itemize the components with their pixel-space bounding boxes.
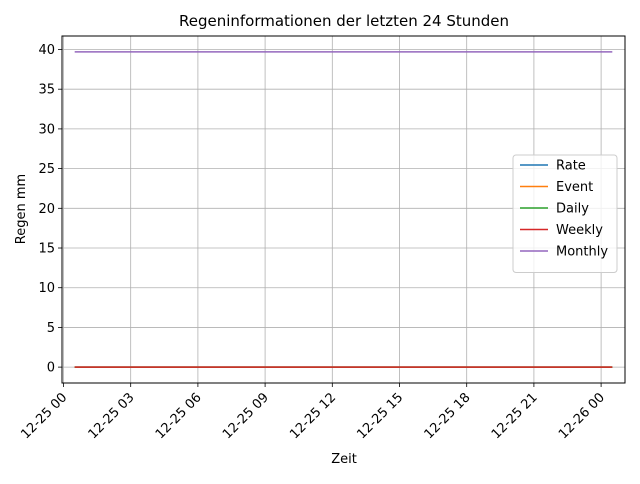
legend-label: Monthly (556, 245, 608, 260)
legend-label: Weekly (556, 223, 603, 238)
y-tick-label: 40 (38, 43, 55, 58)
x-tick-label: 12-25 03 (86, 390, 138, 442)
legend: Rate Event Daily Weekly Monthly (512, 154, 618, 273)
chart-title: Regeninformationen der letzten 24 Stunde… (179, 12, 509, 30)
legend-label: Event (556, 180, 593, 195)
y-tick-label: 10 (38, 281, 55, 296)
x-axis: 12-25 00 12-25 03 12-25 06 12-25 09 12-25 12… (18, 383, 608, 442)
x-axis-label: Zeit (331, 452, 357, 467)
y-tick-label: 15 (38, 242, 55, 257)
legend-box (512, 154, 618, 273)
x-tick-label: 12-25 00 (18, 390, 70, 442)
plot-frame (61, 35, 626, 384)
legend-label: Daily (556, 202, 589, 217)
y-tick-label: 20 (38, 202, 55, 217)
y-axis-label: Regen mm (14, 174, 29, 244)
y-tick-label: 30 (38, 122, 55, 137)
y-tick-label: 35 (38, 83, 55, 98)
x-tick-label: 12-26 00 (556, 390, 608, 442)
y-axis: 0 5 10 15 20 25 30 35 40 (38, 43, 62, 376)
x-tick-label: 12-25 09 (220, 390, 272, 442)
x-tick-label: 12-25 12 (287, 390, 339, 442)
y-tick-label: 5 (47, 321, 55, 336)
series-lines (74, 51, 613, 368)
y-tick-label: 25 (38, 162, 55, 177)
x-tick-label: 12-25 18 (422, 390, 474, 442)
x-tick-label: 12-25 06 (153, 390, 205, 442)
legend-label: Rate (556, 159, 586, 174)
x-tick-label: 12-25 15 (354, 390, 406, 442)
x-tick-label: 12-25 21 (489, 390, 541, 442)
y-tick-label: 0 (47, 361, 55, 376)
